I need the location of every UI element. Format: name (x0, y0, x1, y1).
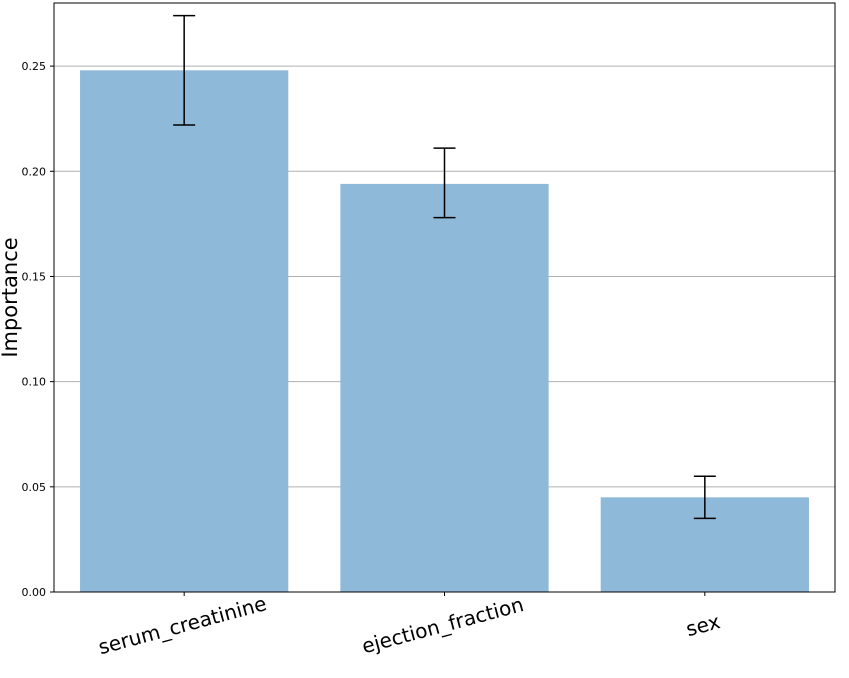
error-bar (433, 147, 456, 219)
bars (80, 70, 809, 593)
y-tick-label: 0.05 (22, 481, 47, 494)
y-tick-label: 0.20 (22, 165, 47, 178)
x-tick-label: sex (683, 609, 722, 641)
y-tick-label: 0.00 (22, 586, 47, 599)
x-axis-ticks: serum_creatinine ejection_fraction sex (96, 591, 723, 659)
bar-ejection-fraction (340, 183, 549, 592)
y-axis-ticks: 0.00 0.05 0.10 0.15 0.20 0.25 (22, 60, 54, 599)
y-axis-label: Importance (0, 237, 22, 357)
x-tick-label: ejection_fraction (359, 592, 526, 658)
y-tick-label: 0.25 (22, 60, 47, 73)
error-bar (693, 475, 716, 520)
error-bar (173, 14, 196, 126)
bar-serum-creatinine (80, 70, 289, 593)
error-bars (173, 14, 716, 520)
x-tick-label: serum_creatinine (96, 591, 269, 659)
y-tick-label: 0.10 (22, 376, 47, 389)
y-tick-label: 0.15 (22, 270, 47, 283)
